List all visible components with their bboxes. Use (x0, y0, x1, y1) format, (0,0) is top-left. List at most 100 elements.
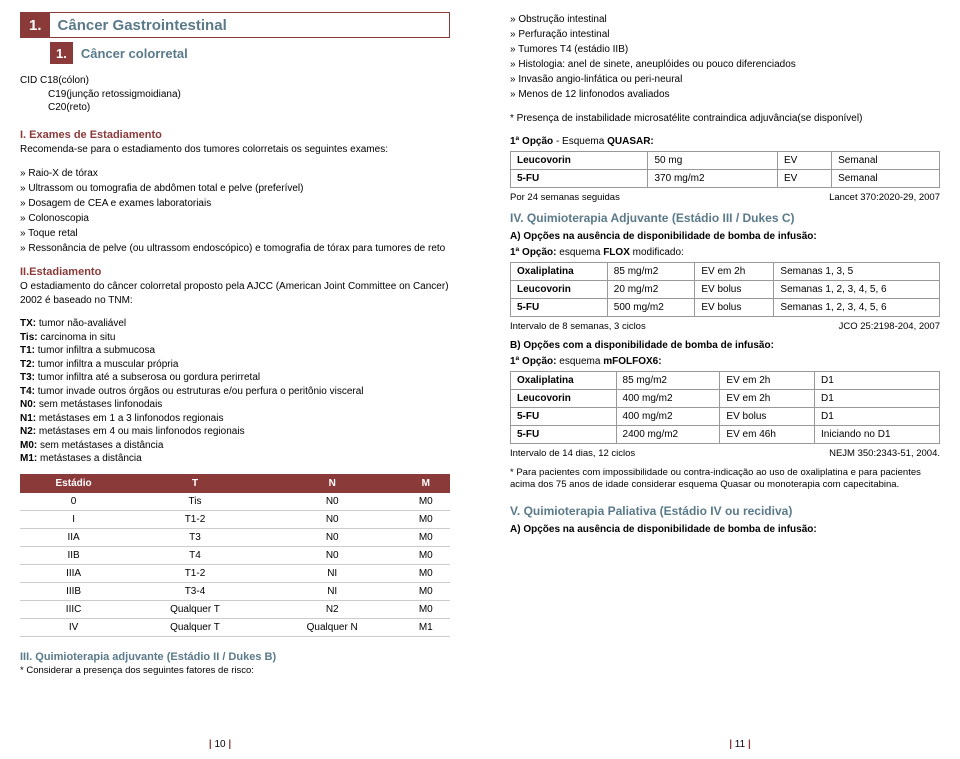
list-item: Invasão angio-linfática ou peri-neural (510, 72, 940, 87)
risk-factor-list: Obstrução intestinal Perfuração intestin… (510, 12, 940, 102)
table-cell: Oxaliplatina (511, 371, 617, 389)
tnm-def-row: T4: tumor invade outros órgãos ou estrut… (20, 385, 450, 399)
table-cell: D1 (815, 407, 940, 425)
table-cell: M0 (402, 546, 450, 564)
flox-note: Intervalo de 8 semanas, 3 ciclos JCO 25:… (510, 321, 940, 332)
list-item: Perfuração intestinal (510, 27, 940, 42)
tnm-def-row: T2: tumor infiltra a muscular própria (20, 358, 450, 372)
note-right: NEJM 350:2343-51, 2004. (829, 448, 940, 459)
table-cell: IIB (20, 546, 127, 564)
table-cell: T4 (127, 546, 263, 564)
tnm-def-row: N1: metástases em 1 a 3 linfonodos regio… (20, 412, 450, 426)
folfox-note: Intervalo de 14 dias, 12 ciclos NEJM 350… (510, 448, 940, 459)
table-cell: IIIB (20, 582, 127, 600)
iv-b-label: B) Opções com a disponibilidade de bomba… (510, 340, 940, 351)
iv-a-label: A) Opções na ausência de disponibilidade… (510, 231, 940, 242)
table-cell: IIA (20, 528, 127, 546)
table-row: 5-FU2400 mg/m2EV em 46hIniciando no D1 (511, 425, 940, 443)
estadiamento-heading: II.Estadiamento (20, 266, 450, 278)
tnm-def-label: T3: (20, 372, 38, 383)
opt-bold: 1ª Opção: (510, 356, 557, 367)
exames-heading: I. Exames de Estadiamento (20, 129, 450, 141)
tnm-def-label: T2: (20, 359, 38, 370)
table-row: 5-FU500 mg/m2EV bolusSemanas 1, 2, 3, 4,… (511, 298, 940, 316)
table-cell: T1-2 (127, 510, 263, 528)
tnm-def-row: T1: tumor infiltra a submucosa (20, 344, 450, 358)
flox-label: 1ª Opção: esquema FLOX modificado: (510, 247, 940, 258)
table-row: Leucovorin20 mg/m2EV bolusSemanas 1, 2, … (511, 280, 940, 298)
table-cell: 400 mg/m2 (616, 389, 720, 407)
note-right: Lancet 370:2020-29, 2007 (829, 192, 940, 203)
table-cell: T1-2 (127, 564, 263, 582)
table-cell: M0 (402, 582, 450, 600)
table-cell: Leucovorin (511, 280, 608, 298)
list-item: Ressonância de pelve (ou ultrassom endos… (20, 241, 450, 256)
tnm-def-text: tumor infiltra até a subserosa ou gordur… (38, 372, 260, 383)
list-item: Menos de 12 linfonodos avaliados (510, 87, 940, 102)
table-cell: IIIC (20, 600, 127, 618)
tnm-def-label: TX: (20, 318, 39, 329)
table-row: 0TisN0M0 (20, 493, 450, 511)
exames-intro: Recomenda-se para o estadiamento dos tum… (20, 143, 450, 157)
tnm-def-text: carcinoma in situ (40, 332, 115, 343)
pgnum-val: 10 (214, 739, 225, 750)
list-item: Histologia: anel de sinete, aneuplóides … (510, 57, 940, 72)
tnm-def-text: metástases em 4 ou mais linfonodos regio… (39, 426, 245, 437)
tnm-def-text: tumor infiltra a muscular própria (38, 359, 179, 370)
tnm-def-row: N2: metástases em 4 ou mais linfonodos r… (20, 425, 450, 439)
table-cell: M1 (402, 618, 450, 636)
table-cell: D1 (815, 389, 940, 407)
note-left: Por 24 semanas seguidas (510, 192, 620, 203)
microsatellite-note: * Presença de instabilidade microsatélit… (510, 112, 940, 126)
table-cell: Semanas 1, 3, 5 (774, 262, 940, 280)
section-number: 1. (21, 13, 50, 37)
table-cell: NI (263, 582, 402, 600)
flox-table: Oxaliplatina85 mg/m2EV em 2hSemanas 1, 3… (510, 262, 940, 317)
page-number-right: | 11 | (729, 739, 751, 750)
table-cell: Leucovorin (511, 389, 617, 407)
tnm-def-text: sem metástases a distância (40, 440, 163, 451)
table-cell: Semanas 1, 2, 3, 4, 5, 6 (774, 280, 940, 298)
tnm-def-text: tumor não-avaliável (39, 318, 126, 329)
table-cell: N0 (263, 510, 402, 528)
table-cell: T3-4 (127, 582, 263, 600)
table-cell: T3 (127, 528, 263, 546)
pgnum-val: 11 (735, 739, 745, 750)
table-cell: N0 (263, 493, 402, 511)
quasar-note: Por 24 semanas seguidas Lancet 370:2020-… (510, 192, 940, 203)
table-cell: EV em 2h (720, 371, 815, 389)
table-cell: EV em 2h (720, 389, 815, 407)
table-cell: N0 (263, 546, 402, 564)
cid-codes: CID C18(cólon) C19(junção retossigmoidia… (20, 74, 450, 115)
opt-text: esquema (557, 247, 604, 258)
cid-line: C20(reto) (20, 101, 450, 115)
opt-bold: 1ª Opção: (510, 247, 557, 258)
cid-line: C19(junção retossigmoidiana) (20, 88, 450, 102)
tnm-def-row: M1: metástases a distância (20, 452, 450, 466)
tnm-def-label: N2: (20, 426, 39, 437)
table-cell: IV (20, 618, 127, 636)
table-cell: 85 mg/m2 (607, 262, 695, 280)
table-cell: 500 mg/m2 (607, 298, 695, 316)
folfox-label: 1ª Opção: esquema mFOLFOX6: (510, 356, 940, 367)
table-cell: EV em 2h (695, 262, 774, 280)
table-row: IIAT3N0M0 (20, 528, 450, 546)
list-item: Toque retal (20, 226, 450, 241)
opt-text: modificado: (630, 247, 684, 258)
table-cell: EV (778, 169, 832, 187)
note-left: Intervalo de 14 dias, 12 ciclos (510, 448, 635, 459)
tnm-def-row: T3: tumor infiltra até a subserosa ou go… (20, 371, 450, 385)
subsection-number: 1. (50, 42, 73, 64)
table-row: 5-FU400 mg/m2EV bolusD1 (511, 407, 940, 425)
table-cell: M0 (402, 510, 450, 528)
section-header: 1. Câncer Gastrointestinal (20, 12, 450, 38)
table-header: Estádio (20, 474, 127, 493)
table-cell: Leucovorin (511, 151, 648, 169)
table-cell: EV em 46h (720, 425, 815, 443)
table-header: T (127, 474, 263, 493)
table-cell: 400 mg/m2 (616, 407, 720, 425)
tnm-def-text: metástases a distância (40, 453, 142, 464)
table-row: IIICQualquer TN2M0 (20, 600, 450, 618)
table-row: Oxaliplatina85 mg/m2EV em 2hSemanas 1, 3… (511, 262, 940, 280)
cid-line: CID C18(cólon) (20, 74, 450, 88)
